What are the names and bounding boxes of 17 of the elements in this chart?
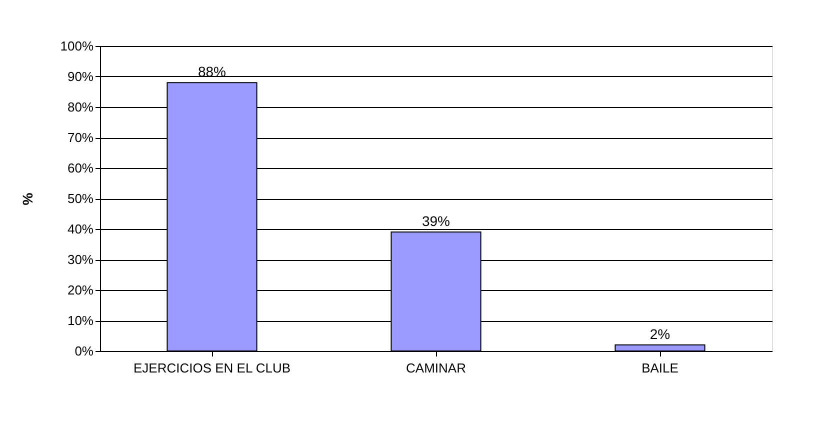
y-tick-label: 90% bbox=[67, 69, 94, 84]
y-tick-label: 20% bbox=[67, 282, 94, 298]
y-tick-label: 0% bbox=[74, 344, 94, 358]
y-tick-label: 10% bbox=[67, 313, 94, 328]
y-tick-label: 100% bbox=[60, 38, 94, 54]
y-tick-label: 60% bbox=[67, 160, 94, 176]
y-tick-label: 50% bbox=[67, 191, 94, 206]
y-tick-label: 80% bbox=[67, 100, 94, 114]
x-tick-label: BAILE bbox=[642, 360, 679, 376]
y-axis-title: % bbox=[19, 192, 36, 206]
data-label: 39% bbox=[422, 213, 450, 230]
y-tick-label: 40% bbox=[67, 222, 94, 236]
y-tick-label: 30% bbox=[67, 252, 94, 267]
x-tick-label: EJERCICIOS EN EL CLUB bbox=[133, 360, 291, 376]
x-tick-label: CAMINAR bbox=[406, 360, 466, 376]
y-tick-label: 70% bbox=[67, 130, 94, 145]
data-label: 2% bbox=[650, 326, 670, 342]
